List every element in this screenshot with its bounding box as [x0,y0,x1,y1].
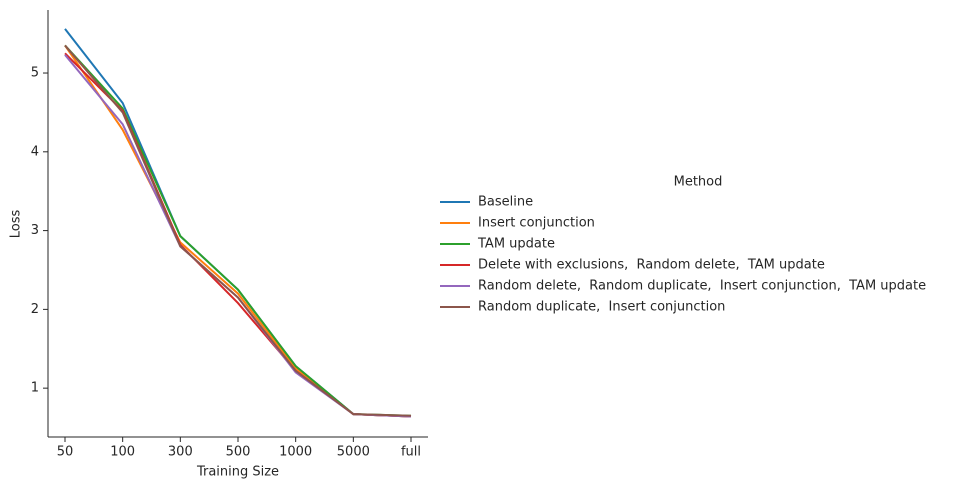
x-tick-label: 500 [226,445,251,460]
x-tick-label: 50 [57,445,74,460]
y-tick-label: 3 [31,223,39,238]
legend-label: Delete with exclusions, Random delete, T… [478,258,825,273]
x-tick-label: full [401,445,421,460]
y-tick-label: 5 [31,66,39,81]
legend-label: TAM update [477,237,555,252]
y-tick-label: 1 [31,381,39,396]
legend-label: Random delete, Random duplicate, Insert … [478,279,926,294]
legend-label: Random duplicate, Insert conjunction [478,300,725,315]
x-tick-label: 5000 [337,445,370,460]
y-tick-label: 2 [31,302,39,317]
series-line [64,28,412,418]
x-axis-label: Training Size [196,465,279,480]
legend-label: Insert conjunction [478,216,595,231]
legend-label: Baseline [478,195,533,210]
series-line [64,44,412,417]
series-line [64,44,412,417]
x-tick-label: 100 [110,445,135,460]
y-axis-label: Loss [9,210,24,239]
series-line [64,54,412,418]
y-tick-label: 4 [31,144,39,159]
x-tick-label: 1000 [279,445,312,460]
x-tick-label: 300 [168,445,193,460]
legend-title: Method [674,175,723,190]
series-line [64,52,412,418]
